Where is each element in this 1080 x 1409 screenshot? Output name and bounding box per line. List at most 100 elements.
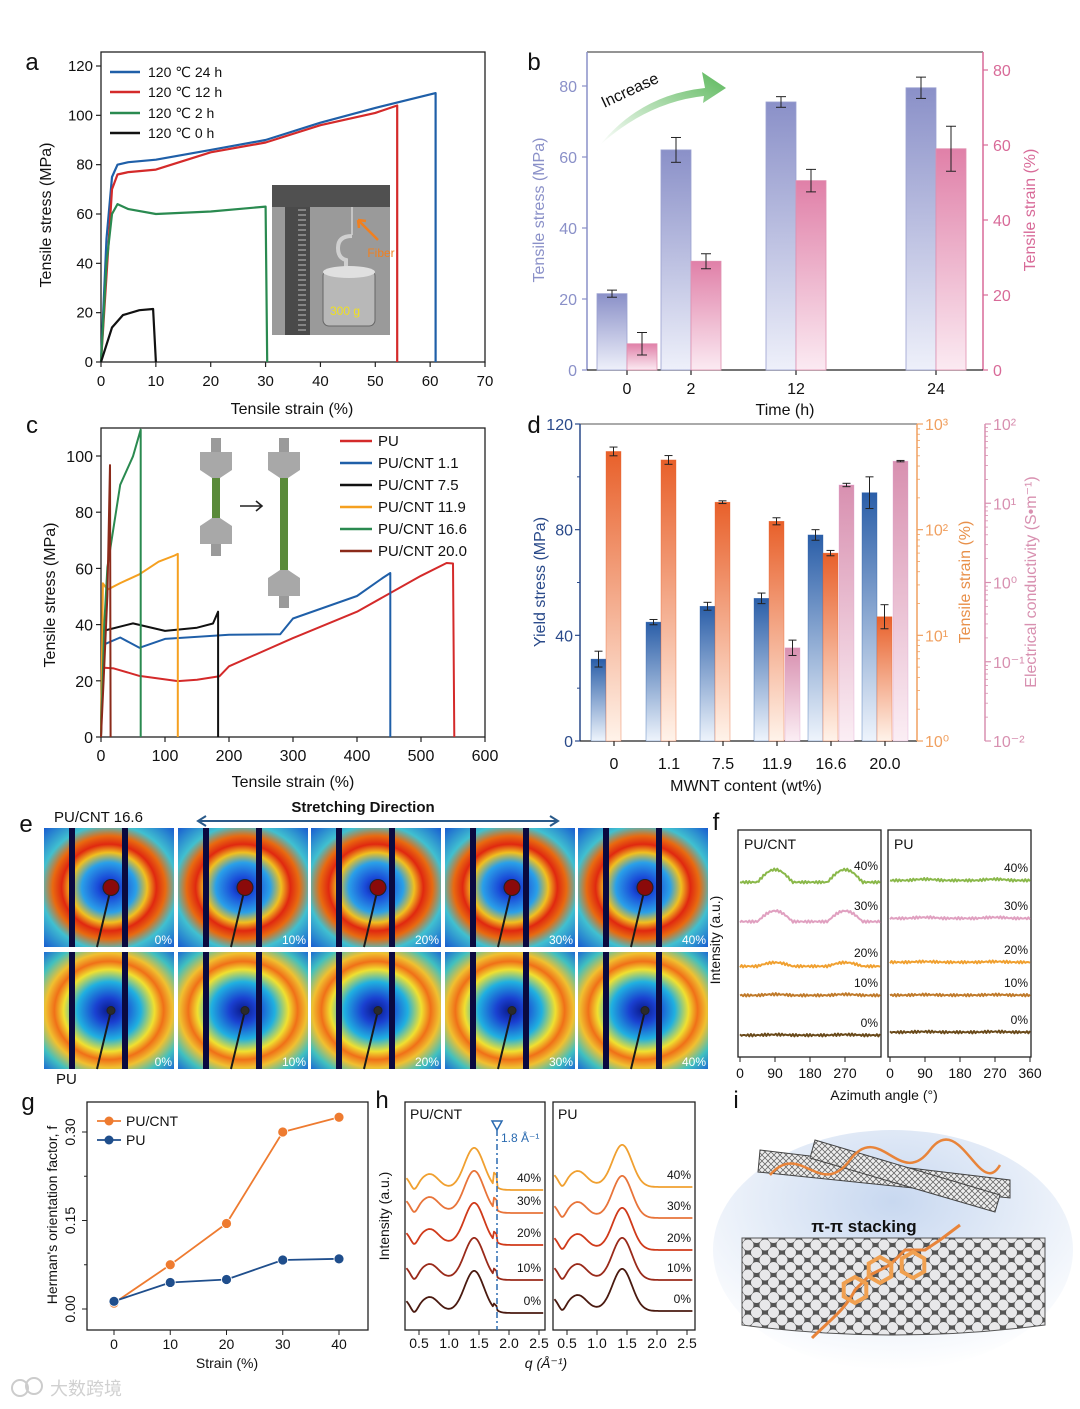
chart-c: 0 100 200 300 400 500 600 0 20 40 60 80 100 Tensile s…: [42, 427, 499, 791]
y-right-tick-label: 40: [993, 213, 1011, 230]
saxs-image: 30%: [445, 952, 575, 1070]
panel-title: PU/CNT: [410, 1106, 463, 1122]
x-axis-label: Strain (%): [196, 1355, 258, 1371]
beamstop: [102, 879, 120, 896]
bar-strain: [768, 520, 785, 742]
strain-label: 10%: [667, 1261, 691, 1275]
azimuthal-curve: [889, 992, 1031, 998]
x-tick-label: 0.5: [409, 1335, 429, 1351]
x-tick-label: 11.9: [762, 756, 792, 773]
y-tick-label: 60: [76, 206, 93, 223]
data-point: [221, 1218, 232, 1229]
scattering-curve: [553, 1237, 693, 1281]
bar-stress: [765, 101, 797, 371]
saxs-image: 20%: [311, 952, 441, 1070]
grip-top: [200, 452, 232, 478]
y-tick-label: 0.00: [62, 1295, 78, 1322]
detector-gap: [336, 828, 342, 947]
bar-strain: [605, 451, 622, 742]
y-axis-label: Yield stress (MPa): [532, 517, 549, 647]
saxs-image: 20%: [311, 828, 441, 948]
row-label: PU: [56, 1071, 77, 1088]
bar-strain: [876, 616, 893, 742]
x-tick-label: 20.0: [869, 756, 900, 773]
y-tick-label: 20: [76, 305, 93, 322]
saxs-image: 10%: [178, 828, 308, 948]
strain-label: 10%: [282, 1055, 306, 1069]
marker-label: 1.8 Å⁻¹: [501, 1130, 539, 1145]
strain-label: 10%: [854, 976, 878, 990]
benzene-ring: [866, 1254, 894, 1286]
x-tick-label: 0: [886, 1065, 894, 1081]
y-right-tick-label: 10²: [925, 523, 949, 540]
x-tick-label: 0: [110, 1336, 118, 1352]
data-point: [333, 1253, 345, 1265]
scattering-curve: [405, 1147, 544, 1191]
strain-label: 30%: [1004, 899, 1028, 913]
weight-label: 300 g: [330, 304, 360, 318]
strain-label: 40%: [854, 859, 878, 873]
ruler: [285, 190, 310, 335]
x-tick-label: 600: [472, 748, 499, 765]
series-line: [99, 307, 157, 363]
panel-label: i: [733, 1087, 738, 1114]
x-tick-label: 360: [1018, 1065, 1042, 1081]
x-tick-label: 10: [148, 373, 165, 390]
legend-label: PU: [126, 1132, 145, 1148]
strain-label: 20%: [667, 1231, 691, 1245]
arrow-right-icon: [240, 500, 264, 512]
plot-frame: [552, 1101, 696, 1331]
x-tick-label: 2: [687, 381, 696, 398]
beamstop-arm: [630, 1010, 646, 1070]
bar-stress: [596, 293, 628, 371]
bar-strain: [822, 552, 839, 742]
azimuthal-curve: [889, 959, 1031, 965]
y-tick-label: 0: [568, 363, 577, 380]
grip-neck: [279, 438, 289, 452]
y-axis-label: Intensity (a.u.): [707, 896, 723, 985]
y-right2-tick-label: 10⁰: [993, 576, 1017, 593]
bar-stress: [660, 149, 692, 371]
y-right2-tick-label: 10⁻¹: [993, 655, 1025, 672]
strain-label: 20%: [415, 1055, 439, 1069]
x-axis-label: Tensile strain (%): [232, 774, 355, 791]
x-tick-label: 30: [275, 1336, 291, 1352]
strain-label: 0%: [524, 1294, 542, 1308]
strain-label: 20%: [517, 1226, 541, 1240]
weight-top: [323, 266, 375, 278]
y-tick-label: 0.30: [62, 1118, 78, 1145]
strain-label: 0%: [861, 1016, 879, 1030]
x-tick-label: 300: [280, 748, 307, 765]
data-point: [164, 1277, 176, 1288]
legend-marker: [104, 1135, 114, 1145]
azimuthal-curve: [739, 867, 881, 885]
azimuthal-curve: [739, 1032, 881, 1038]
panel-label: g: [21, 1089, 34, 1116]
x-tick-label: 0: [97, 373, 105, 390]
detector-gap: [523, 952, 529, 1069]
bar-strain: [935, 148, 967, 371]
beamstop: [369, 879, 387, 896]
data-point: [108, 1295, 120, 1307]
bar-conductivity: [784, 647, 801, 742]
azimuthal-curve: [739, 960, 881, 969]
legend-label: PU/CNT: [126, 1113, 179, 1129]
detector-gap: [256, 952, 262, 1069]
x-axis-label: Azimuth angle (°): [830, 1087, 938, 1103]
beamstop-arm: [363, 887, 379, 948]
legend-label: 120 ℃ 2 h: [148, 105, 214, 121]
watermark-logo-icon: [11, 1379, 29, 1397]
scattering-curve: [405, 1270, 544, 1314]
detector-gap: [656, 828, 662, 947]
increase-arrow-icon: [600, 72, 726, 145]
y-axis-label: Tensile stress (MPa): [531, 138, 548, 283]
scattering-curve: [553, 1207, 693, 1251]
legend-label: 120 ℃ 12 h: [148, 84, 222, 100]
x-tick-label: 50: [367, 373, 384, 390]
data-point: [277, 1126, 289, 1138]
beamstop: [636, 879, 654, 896]
bar-yield: [699, 605, 716, 742]
y-tick-label: 20: [559, 292, 577, 309]
x-tick-label: 24: [927, 381, 945, 398]
